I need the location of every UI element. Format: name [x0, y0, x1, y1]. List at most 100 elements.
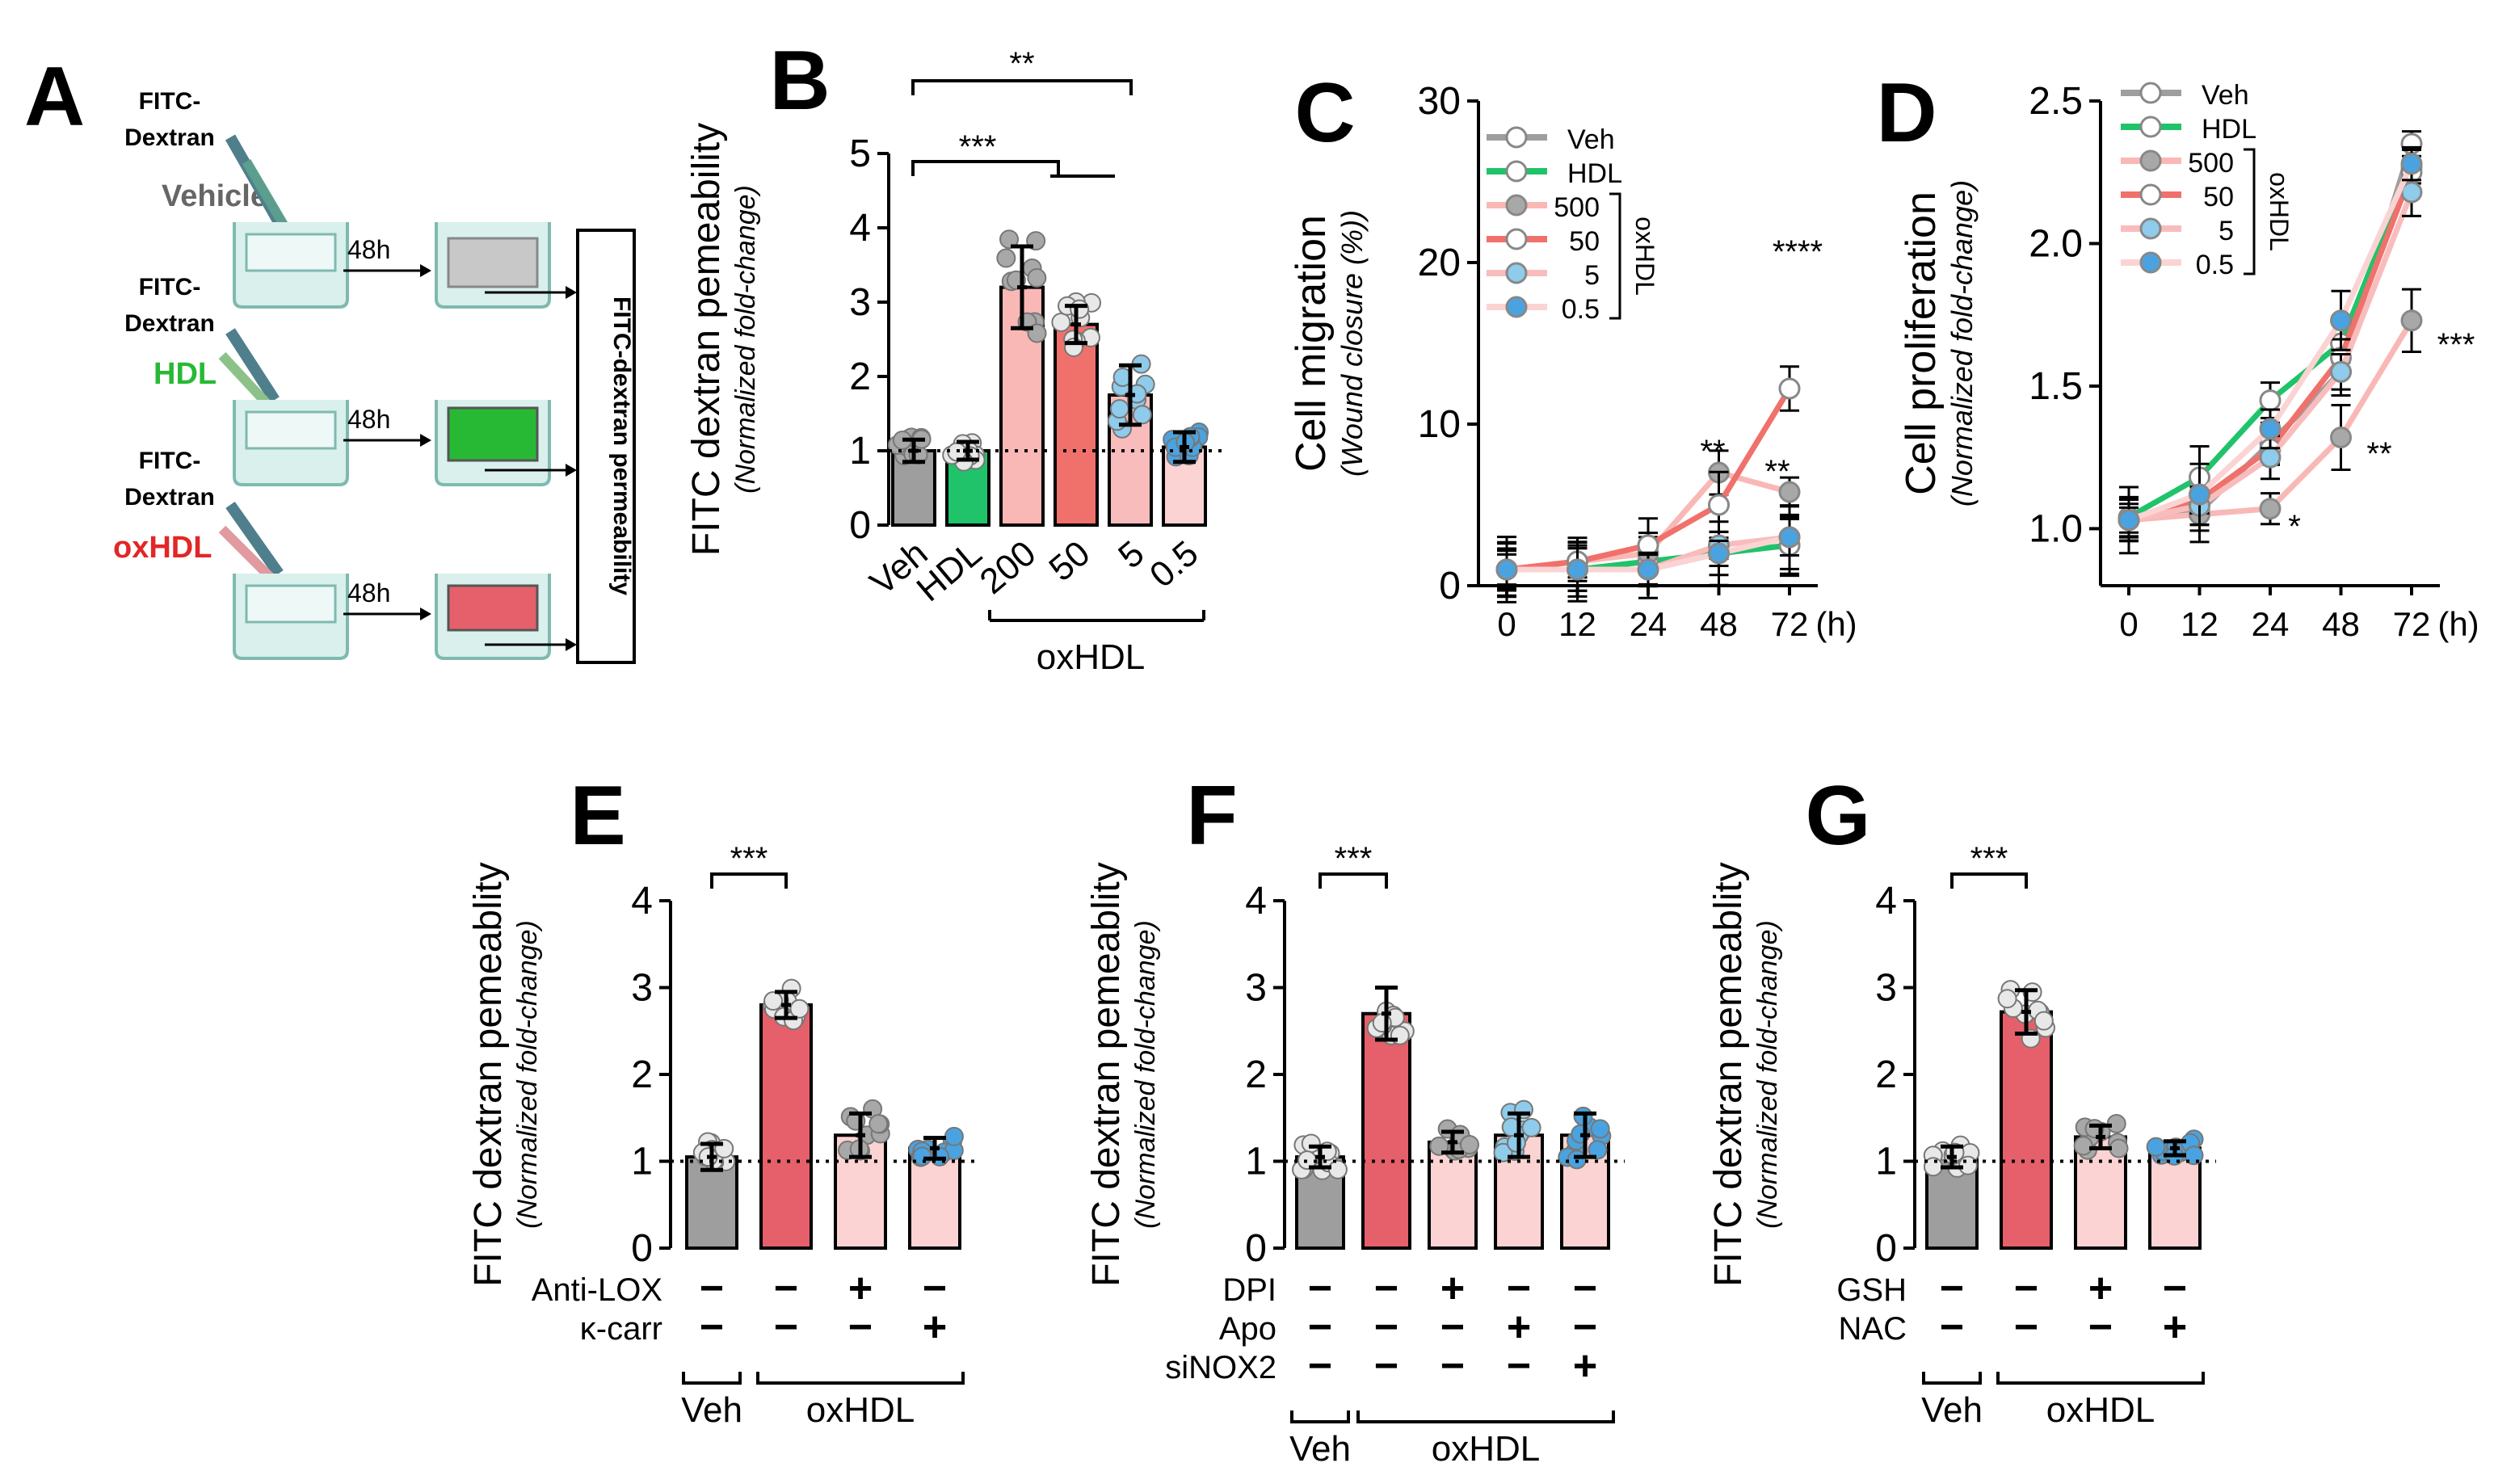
pipette-label-line1: FITC-	[139, 88, 201, 115]
y-tick-label: 2	[1875, 1053, 1897, 1096]
y-tick-label: 0	[849, 504, 871, 547]
significance-label: ****	[1773, 234, 1823, 270]
condition-mark: −	[774, 1265, 798, 1312]
legend-marker	[1505, 160, 1528, 183]
x-tick-label: 12	[2181, 605, 2219, 643]
legend-label: Veh	[2202, 80, 2249, 111]
significance-label: **	[2366, 436, 2391, 472]
group-bracket	[756, 1372, 965, 1385]
bar	[1361, 1011, 1411, 1250]
condition-mark: −	[1374, 1304, 1398, 1351]
condition-mark: −	[700, 1265, 724, 1312]
condition-mark: −	[2163, 1265, 2187, 1312]
legend-group-label: oxHDL	[1630, 217, 1659, 296]
y-tick-label: 3	[1875, 967, 1897, 1010]
condition-mark: −	[848, 1304, 873, 1351]
pipette-label-line1: FITC-	[139, 448, 201, 474]
y-tick-label: 0	[1439, 565, 1461, 607]
data-point	[1132, 405, 1152, 425]
data-point	[1778, 481, 1801, 503]
condition-mark: −	[1308, 1304, 1332, 1351]
panel-a: A FITC- Dextran Vehicle 48h FITC- Dextra…	[24, 50, 636, 664]
y-tick-label: 4	[849, 207, 871, 250]
condition-mark: +	[1440, 1265, 1465, 1312]
condition-mark: −	[1507, 1265, 1531, 1312]
data-point	[1588, 1140, 1608, 1160]
legend-label: HDL	[2202, 114, 2256, 145]
data-point	[2330, 360, 2352, 383]
legend-marker	[1505, 296, 1528, 318]
condition-mark: +	[1507, 1304, 1531, 1351]
data-point	[2259, 498, 2282, 520]
y-tick-label: 4	[1875, 880, 1897, 923]
well-insert-green	[447, 406, 539, 462]
legend-marker	[1505, 126, 1528, 149]
y-tick-label: 3	[849, 281, 871, 324]
condition-label: siNOX2	[1165, 1350, 1276, 1385]
condition-mark: −	[1374, 1343, 1398, 1389]
legend-group-label: oxHDL	[2265, 172, 2294, 251]
condition-label: Anti-LOX	[532, 1272, 662, 1308]
panel-a-letter: A	[24, 50, 85, 144]
group-bracket	[682, 1372, 742, 1385]
group-bracket	[1290, 1410, 1350, 1423]
bar	[1054, 322, 1099, 527]
x-tick-label: 50	[1041, 533, 1097, 589]
well-insert	[245, 410, 337, 450]
data-point	[1493, 1142, 1513, 1162]
panel-letter: F	[1186, 769, 1238, 863]
panel-a-row-vehicle: FITC- Dextran Vehicle 48h	[124, 88, 577, 309]
data-point	[868, 1114, 889, 1134]
treatment-label-hdl: HDL	[154, 357, 217, 391]
data-point	[1521, 1117, 1541, 1137]
condition-mark: −	[1374, 1265, 1398, 1312]
y-tick-label: 2.5	[2029, 80, 2083, 123]
y-axis-label: Cell proliferation	[1898, 191, 1945, 495]
significance-label: ***	[1335, 841, 1373, 877]
pipette-label-line2: Dextran	[124, 484, 215, 511]
data-point	[999, 229, 1020, 250]
significance-label: **	[1700, 434, 1725, 469]
pipette-icon	[225, 501, 284, 578]
panel-letter: D	[1876, 66, 1937, 160]
data-point	[1708, 542, 1730, 565]
data-point	[1027, 268, 1047, 288]
y-tick-label: 0	[1875, 1227, 1897, 1270]
legend-label: 0.5	[1562, 294, 1600, 325]
data-point	[1567, 1150, 1587, 1170]
significance-bracket	[911, 160, 1060, 176]
panel-b: B 0 1 2 3 4 5 FITC dextran pemeability (Normaliz…	[685, 34, 1222, 677]
data-point	[996, 248, 1016, 268]
bar	[1428, 1140, 1478, 1250]
y-axis-sublabel: (Normalized fold-change)	[1130, 920, 1161, 1229]
legend-label: 0.5	[2196, 250, 2234, 280]
data-point	[1070, 299, 1090, 319]
legend-marker	[2139, 82, 2162, 104]
y-tick-label: 2	[849, 355, 871, 398]
data-point	[1051, 312, 1071, 332]
pipette-label-line1: FITC-	[139, 274, 201, 301]
readout-box	[576, 229, 636, 664]
significance-label: ***	[959, 129, 997, 165]
condition-label: NAC	[1839, 1311, 1907, 1347]
condition-mark: −	[1440, 1343, 1465, 1389]
arrow-head	[566, 286, 577, 299]
time-label: 48h	[347, 235, 390, 264]
data-point	[944, 1126, 964, 1146]
condition-mark: −	[1940, 1265, 1964, 1312]
y-tick-label: 0	[1245, 1227, 1267, 1270]
data-point	[2189, 483, 2210, 506]
well-insert	[245, 584, 337, 624]
condition-mark: −	[1940, 1304, 1964, 1351]
data-point	[1997, 989, 2017, 1009]
x-tick-label: 0	[2119, 605, 2138, 643]
bar	[2000, 1010, 2053, 1250]
arrow-head	[420, 434, 431, 447]
x-unit-label: (h)	[2437, 605, 2479, 643]
condition-mark: −	[700, 1304, 724, 1351]
x-unit-label: (h)	[1815, 605, 1857, 643]
legend-label: HDL	[1567, 158, 1622, 189]
panel-letter: E	[570, 769, 625, 863]
group-label: oxHDL	[2046, 1390, 2155, 1430]
